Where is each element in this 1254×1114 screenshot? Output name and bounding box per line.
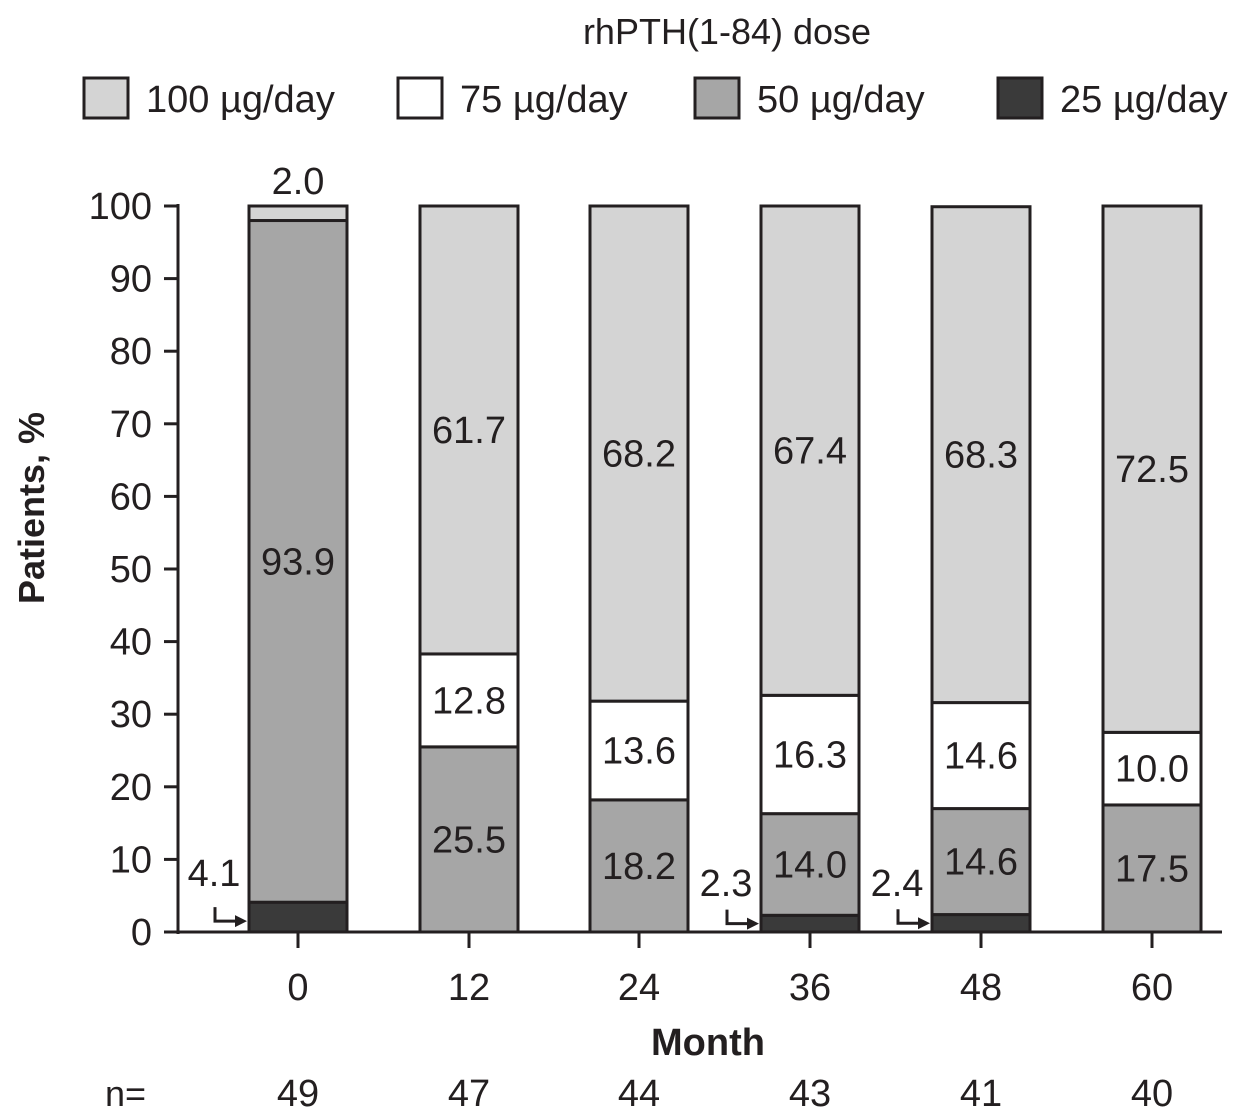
- bar-segment-75-g-day-month-12: [418, 652, 520, 749]
- bar-segment-25-g-day-month-48: [930, 913, 1032, 934]
- annotations: 4.1 2.0 2.3 2.4: [188, 161, 930, 930]
- x-axis-title: Month: [651, 1022, 765, 1064]
- n-value: 44: [618, 1073, 660, 1114]
- annotation-arrow-line: [725, 909, 753, 926]
- bar-segment-50-g-day-month-0: [247, 219, 349, 904]
- data-label-50-g-day-month-24: 18.2: [602, 846, 676, 888]
- bar-segment-100-g-day-month-48: [930, 205, 1032, 705]
- bar-segment-50-g-day-month-36: [759, 812, 861, 917]
- data-label-75-g-day-month-36: 16.3: [773, 734, 847, 776]
- data-label-25-g-day-month-0: 4.1: [188, 853, 241, 895]
- annotation-arrow-head: [235, 915, 247, 928]
- legend-title: rhPTH(1-84) dose: [583, 11, 871, 52]
- bar-segment-25-g-day-month-0: [247, 900, 349, 934]
- legend-swatch-75-g-day: [396, 76, 444, 120]
- legend-label-100-g-day: 100 µg/day: [146, 79, 335, 121]
- legend-swatch-50-g-day: [693, 76, 741, 120]
- bar-segment-50-g-day-month-24: [588, 798, 690, 934]
- y-tick-label: 80: [110, 331, 152, 373]
- data-label-100-g-day-month-12: 61.7: [432, 410, 506, 452]
- x-tick-label: 60: [1131, 967, 1173, 1009]
- bar-segment-100-g-day-month-36: [759, 204, 861, 697]
- data-label-75-g-day-month-48: 14.6: [944, 736, 1018, 778]
- annotation-arrow-line: [896, 909, 924, 925]
- legend-label-25-g-day: 25 µg/day: [1060, 79, 1228, 121]
- data-label-75-g-day-month-24: 13.6: [602, 731, 676, 773]
- data-label-50-g-day-month-36: 14.0: [773, 844, 847, 886]
- y-tick-label: 100: [89, 186, 152, 228]
- y-tick-label: 20: [110, 767, 152, 809]
- n-value: 47: [448, 1073, 490, 1114]
- data-label-100-g-day-month-48: 68.3: [944, 435, 1018, 477]
- data-label-75-g-day-month-12: 12.8: [432, 680, 506, 722]
- y-axis-title: Patients, %: [11, 412, 52, 604]
- bar-segment-50-g-day-month-48: [930, 807, 1032, 917]
- bar-segment-100-g-day-month-24: [588, 204, 690, 703]
- data-label-50-g-day-month-0: 93.9: [261, 541, 335, 583]
- y-tick-label: 50: [110, 549, 152, 591]
- annotation-arrow-line: [213, 907, 241, 923]
- data-label-25-g-day-month-36: 2.3: [700, 863, 753, 905]
- data-label-50-g-day-month-60: 17.5: [1115, 848, 1189, 890]
- x-tick-label: 12: [448, 967, 490, 1009]
- data-label-50-g-day-month-12: 25.5: [432, 819, 506, 861]
- legend-swatch-100-g-day: [82, 76, 130, 120]
- annotation-arrow-head: [918, 917, 930, 930]
- bars: 93.9 25.5 12.8 61.7 18.2 13.6 68.2 14.0 16.3 67.4…: [247, 204, 1203, 934]
- y-tick-label: 40: [110, 622, 152, 664]
- bar-segment-25-g-day-month-36: [759, 913, 861, 934]
- n-label: n=: [105, 1073, 146, 1114]
- x-tick-label: 0: [287, 967, 308, 1009]
- y-tick-label: 70: [110, 404, 152, 446]
- n-value: 43: [789, 1073, 831, 1114]
- y-tick-label: 30: [110, 694, 152, 736]
- data-label-25-g-day-month-48: 2.4: [871, 863, 924, 905]
- legend: rhPTH(1-84) dose 100 µg/day 75 µg/day 50 µ…: [82, 11, 1228, 121]
- bar-segment-100-g-day-month-12: [418, 204, 520, 656]
- data-label-100-g-day-month-36: 67.4: [773, 431, 847, 473]
- x-tick-label: 36: [789, 967, 831, 1009]
- x-tick-label: 24: [618, 967, 660, 1009]
- data-label-75-g-day-month-60: 10.0: [1115, 749, 1189, 791]
- legend-label-50-g-day: 50 µg/day: [757, 79, 925, 121]
- y-axis: 0 10 20 30 40 50 60 70 80 90 100: [89, 186, 180, 954]
- y-tick-label: 90: [110, 259, 152, 301]
- legend-label-75-g-day: 75 µg/day: [460, 79, 628, 121]
- n-value: 40: [1131, 1073, 1173, 1114]
- y-tick-label: 60: [110, 476, 152, 518]
- x-tick-label: 48: [960, 967, 1002, 1009]
- data-label-50-g-day-month-48: 14.6: [944, 842, 1018, 884]
- bar-segment-100-g-day-month-0: [247, 204, 349, 223]
- annotation-arrow-head: [747, 917, 759, 930]
- data-label-100-g-day-month-60: 72.5: [1115, 449, 1189, 491]
- y-tick-label: 0: [131, 912, 152, 954]
- legend-swatch-25-g-day: [996, 76, 1044, 120]
- n-value: 41: [960, 1073, 1002, 1114]
- bar-segment-75-g-day-month-48: [930, 701, 1032, 811]
- x-axis: 0 49 12 47 24 44 36 43 48 41 60 40: [176, 930, 1222, 1114]
- bar-segment-50-g-day-month-12: [418, 745, 520, 934]
- n-value: 49: [277, 1073, 319, 1114]
- data-label-100-g-day-month-0: 2.0: [272, 161, 325, 203]
- bar-segment-75-g-day-month-60: [1101, 730, 1203, 807]
- data-label-100-g-day-month-24: 68.2: [602, 434, 676, 476]
- bar-segment-50-g-day-month-60: [1101, 803, 1203, 934]
- y-tick-label: 10: [110, 839, 152, 881]
- bar-segment-100-g-day-month-60: [1101, 204, 1203, 734]
